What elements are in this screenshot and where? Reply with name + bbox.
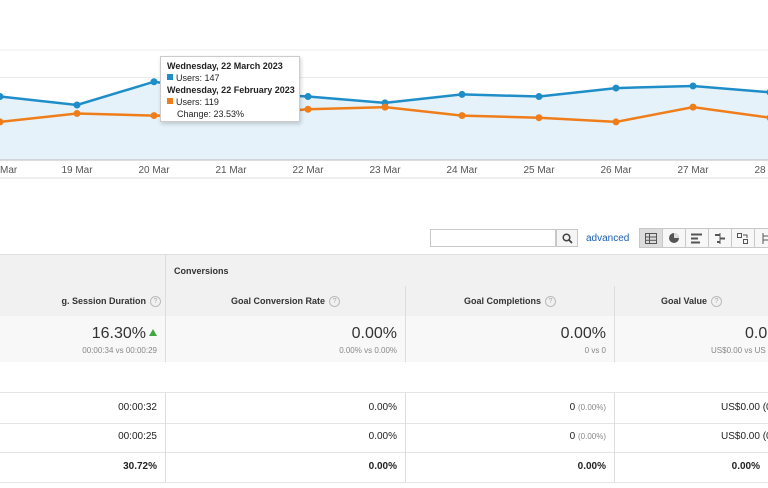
- x-tick-label: 19 Mar: [61, 165, 93, 176]
- magnifier-icon: [561, 232, 573, 244]
- total-goal-value: 0.0 US$0.00 vs US: [614, 316, 768, 362]
- tooltip-current-users: Users: 147: [167, 72, 293, 84]
- x-tick-label: 27 Mar: [677, 165, 709, 176]
- cell-goal-value: US$0.00 (0: [721, 402, 768, 413]
- series-2-point: [73, 109, 81, 117]
- cell-goal-completions: 0 (0.00%): [569, 402, 606, 413]
- tooltip-change: Change: 23.53%: [177, 109, 245, 119]
- x-tick-label: Mar: [0, 165, 18, 176]
- cell-goal-conversion-rate: 0.00%: [368, 402, 397, 413]
- total-goal-completions: 0.00% 0 vs 0: [405, 316, 614, 362]
- cell-avg-session-duration: 30.72%: [123, 461, 157, 472]
- x-tick-label: 25 Mar: [523, 165, 555, 176]
- series-1-point: [689, 82, 697, 90]
- table-view-button[interactable]: [639, 228, 663, 248]
- comparison-view-icon: [715, 232, 725, 244]
- tooltip-date-current: Wednesday, 22 March 2023: [167, 61, 283, 71]
- advanced-filter-link[interactable]: advanced: [586, 233, 630, 244]
- performance-view-button[interactable]: [685, 228, 709, 248]
- series-2-point: [689, 103, 697, 111]
- x-tick-label: 26 Mar: [600, 165, 632, 176]
- tooltip-date-previous: Wednesday, 22 February 2023: [167, 85, 295, 95]
- help-icon[interactable]: ?: [329, 295, 341, 307]
- pie-view-icon: [669, 233, 679, 243]
- x-tick-label: 24 Mar: [446, 165, 478, 176]
- series-1-point: [304, 93, 312, 101]
- series-2-point: [150, 112, 158, 120]
- cell-goal-completions: 0 (0.00%): [569, 431, 606, 442]
- conversions-group-header: Conversions: [165, 255, 768, 287]
- cell-goal-value: 0.00%: [731, 461, 760, 472]
- series-2-point: [535, 114, 543, 122]
- total-avg-session-duration: 16.30% 00:00:34 vs 00:00:29: [82, 325, 157, 355]
- table-row[interactable]: 30.72% 0.00% 0.00% 0.00%: [0, 452, 768, 483]
- chart-tooltip: Wednesday, 22 March 2023 Users: 147 Wedn…: [160, 56, 300, 122]
- more-view-icon: [762, 232, 768, 244]
- series-2-point: [0, 118, 4, 126]
- table-search-input[interactable]: [430, 229, 556, 247]
- series-2-point: [381, 103, 389, 111]
- x-tick-label: 22 Mar: [292, 165, 324, 176]
- series-1-point: [0, 93, 4, 101]
- table-group-header-row: Conversions: [0, 254, 768, 288]
- series-1-point: [73, 101, 81, 109]
- conversions-label: Conversions: [174, 266, 229, 276]
- cell-goal-conversion-rate: 0.00%: [368, 431, 397, 442]
- comparison-view-button[interactable]: [708, 228, 732, 248]
- pivot-view-button[interactable]: [731, 228, 755, 248]
- col-header-avg-session-duration[interactable]: g. Session Duration?: [0, 286, 165, 316]
- pie-view-button[interactable]: [662, 228, 686, 248]
- help-icon[interactable]: ?: [545, 295, 556, 307]
- table-row[interactable]: 00:00:25 0.00% 0 (0.00%) US$0.00 (0: [0, 422, 768, 453]
- col-header-goal-conversion-rate[interactable]: Goal Conversion Rate?: [165, 286, 405, 316]
- table-totals-row: 16.30% 00:00:34 vs 00:00:29 0.00% 0.00% …: [0, 316, 768, 363]
- x-tick-label: 28 Mar: [754, 165, 768, 176]
- pivot-view-icon: [737, 232, 748, 244]
- table-spacer-row: [0, 362, 768, 392]
- cell-goal-completions: 0.00%: [577, 461, 606, 472]
- view-toggle-group: [639, 228, 768, 248]
- more-view-button[interactable]: [754, 228, 768, 248]
- current-series-swatch: [167, 74, 173, 80]
- cell-goal-value: US$0.00 (0: [721, 431, 768, 442]
- series-1-point: [535, 93, 543, 101]
- series-1-point: [612, 84, 620, 92]
- table-search-button[interactable]: [556, 229, 578, 247]
- trend-up-icon: [149, 329, 157, 336]
- cell-avg-session-duration: 00:00:25: [118, 431, 157, 442]
- series-1-point: [150, 78, 158, 86]
- series-2-point: [304, 105, 312, 113]
- x-tick-label: 23 Mar: [369, 165, 401, 176]
- total-goal-conversion-rate: 0.00% 0.00% vs 0.00%: [165, 316, 405, 362]
- performance-view-icon: [691, 233, 702, 243]
- tooltip-previous-users: Users: 119: [167, 96, 293, 108]
- cell-avg-session-duration: 00:00:32: [118, 402, 157, 413]
- series-1-point: [458, 90, 466, 98]
- col-header-goal-completions[interactable]: Goal Completions?: [405, 286, 614, 316]
- col-header-goal-value[interactable]: Goal Value?: [614, 286, 768, 316]
- series-2-point: [458, 112, 466, 120]
- previous-series-swatch: [167, 98, 173, 104]
- x-tick-label: 20 Mar: [138, 165, 170, 176]
- table-column-header-row: g. Session Duration? Goal Conversion Rat…: [0, 286, 768, 317]
- cell-goal-conversion-rate: 0.00%: [368, 461, 397, 472]
- help-icon[interactable]: ?: [150, 295, 161, 307]
- table-view-icon: [645, 232, 657, 244]
- table-row[interactable]: 00:00:32 0.00% 0 (0.00%) US$0.00 (0: [0, 392, 768, 424]
- help-icon[interactable]: ?: [711, 295, 723, 307]
- users-line-chart: Mar 19 Mar 20 Mar 21 Mar 22 Mar 23 Mar 24 Mar 2…: [0, 49, 768, 179]
- series-2-point: [612, 118, 620, 126]
- x-tick-label: 21 Mar: [215, 165, 247, 176]
